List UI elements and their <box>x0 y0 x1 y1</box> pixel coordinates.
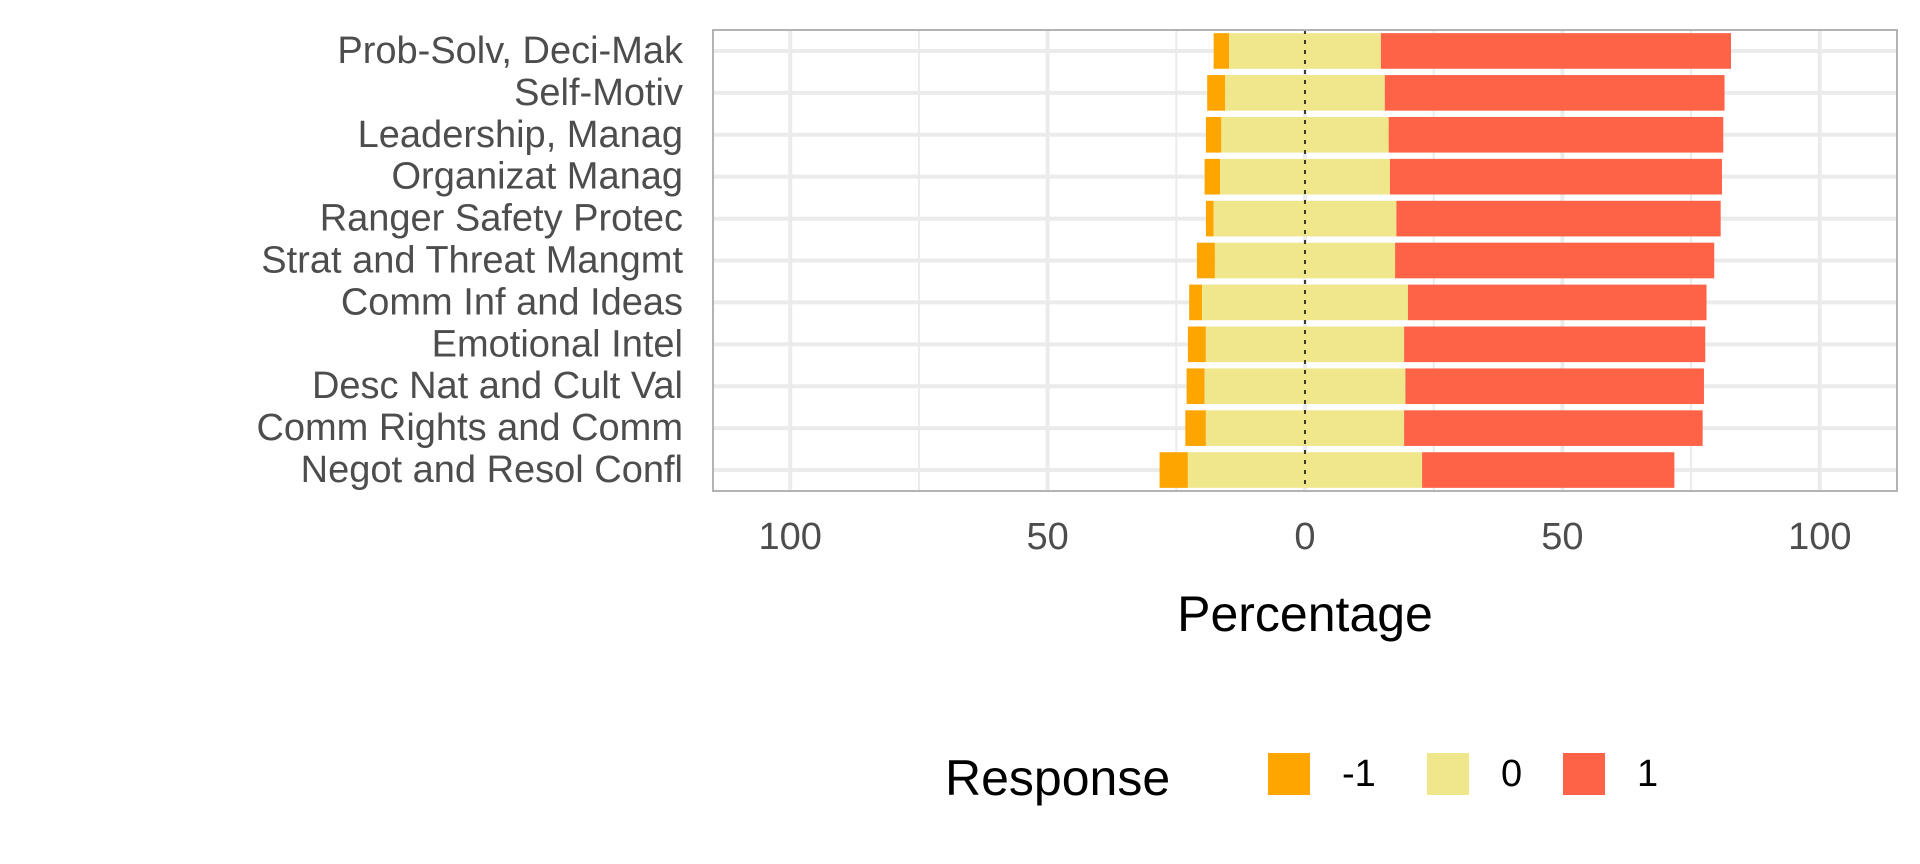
bar-1-4 <box>1396 200 1721 237</box>
bar-1-3 <box>1389 158 1722 195</box>
category-label: Self-Motiv <box>514 72 683 114</box>
bar--1-10 <box>1159 452 1188 488</box>
category-label: Negot and Resol Confl <box>301 449 683 491</box>
bar--1-5 <box>1196 242 1215 279</box>
plot-border <box>712 29 1898 492</box>
bar-1-8 <box>1405 368 1704 405</box>
bar--1-2 <box>1205 116 1222 153</box>
bar-1-9 <box>1404 410 1703 446</box>
bar-1-7 <box>1404 326 1706 363</box>
x-tick-labels: 100 50 0 50 100 <box>759 516 1852 558</box>
legend-key <box>1427 753 1469 795</box>
bar-1-5 <box>1395 242 1715 279</box>
category-label: Ranger Safety Protec <box>320 198 683 240</box>
legend-label: 0 <box>1501 753 1522 795</box>
category-label: Strat and Threat Mangmt <box>261 240 683 282</box>
bar--1-9 <box>1185 410 1206 446</box>
legend-key <box>1563 753 1605 795</box>
bar--1-1 <box>1207 75 1226 111</box>
bar-1-10 <box>1422 452 1675 488</box>
bars <box>1159 33 1731 488</box>
legend: Response -1 0 1 <box>945 750 1658 806</box>
bar-0-8 <box>1204 368 1406 405</box>
category-label: Leadership, Manag <box>358 114 683 156</box>
x-tick-label: 50 <box>1541 516 1583 558</box>
category-label: Organizat Manag <box>392 156 684 198</box>
bar--1-4 <box>1205 200 1214 237</box>
legend-label: 1 <box>1637 753 1658 795</box>
bar-1-2 <box>1388 116 1724 153</box>
legend-key <box>1268 753 1310 795</box>
bar--1-7 <box>1187 326 1206 363</box>
bar-0-3 <box>1220 158 1390 195</box>
bar-1-0 <box>1380 33 1731 69</box>
category-labels: Prob-Solv, Deci-MakSelf-MotivLeadership,… <box>256 30 684 491</box>
bar--1-0 <box>1213 33 1230 69</box>
bar--1-8 <box>1186 368 1205 405</box>
category-label: Comm Inf and Ideas <box>341 281 683 323</box>
x-tick-label: 100 <box>759 516 822 558</box>
x-tick-label: 100 <box>1788 516 1851 558</box>
x-axis-title: Percentage <box>1177 586 1433 642</box>
legend-label: -1 <box>1342 753 1376 795</box>
category-label: Desc Nat and Cult Val <box>312 365 683 407</box>
bar--1-6 <box>1189 284 1203 321</box>
bar-1-1 <box>1384 75 1725 111</box>
category-label: Prob-Solv, Deci-Mak <box>337 30 684 72</box>
category-label: Comm Rights and Comm <box>256 407 683 449</box>
bar-1-6 <box>1407 284 1707 321</box>
x-tick-label: 50 <box>1026 516 1068 558</box>
category-label: Emotional Intel <box>432 323 683 365</box>
legend-title: Response <box>945 750 1170 806</box>
x-tick-label: 0 <box>1294 516 1315 558</box>
bar--1-3 <box>1204 158 1221 195</box>
